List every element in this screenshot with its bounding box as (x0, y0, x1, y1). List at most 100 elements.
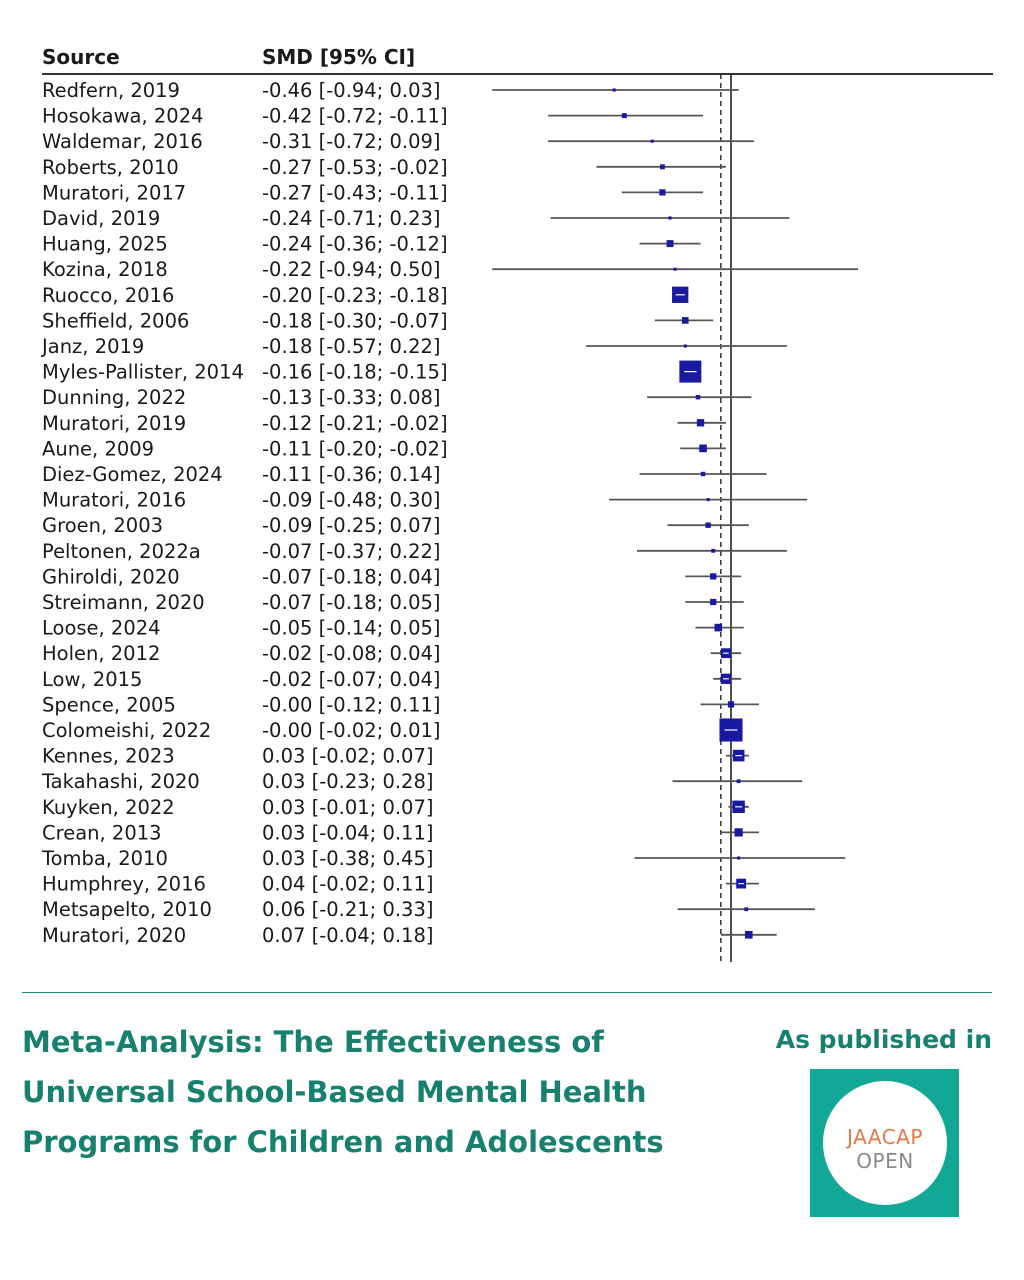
study-source: David, 2019 (42, 207, 160, 230)
study-smd-ci: -0.09 [-0.25; 0.07] (262, 514, 441, 537)
weight-square (706, 498, 710, 502)
study-row: Low, 2015 -0.02 [-0.07; 0.04] (42, 668, 742, 691)
study-smd-ci: -0.07 [-0.18; 0.05] (262, 591, 441, 614)
study-row: Sheffield, 2006 -0.18 [-0.30; -0.07] (42, 309, 714, 332)
study-smd-ci: -0.07 [-0.37; 0.22] (262, 540, 441, 563)
study-source: Metsapelto, 2010 (42, 898, 212, 921)
weight-square (695, 395, 701, 400)
study-source: Colomeishi, 2022 (42, 719, 211, 742)
study-source: Redfern, 2019 (42, 79, 180, 102)
study-row: Muratori, 2017 -0.27 [-0.43; -0.11] (42, 181, 704, 204)
study-source: Myles-Pallister, 2014 (42, 361, 244, 384)
forest-plot: Source SMD [95% CI] Redfern, 2019 -0.46 [… (40, 45, 993, 962)
study-source: Humphrey, 2016 (42, 873, 206, 896)
study-smd-ci: 0.03 [-0.23; 0.28] (262, 770, 433, 793)
study-source: Muratori, 2019 (42, 412, 186, 435)
weight-square (737, 856, 741, 860)
study-source: Muratori, 2016 (42, 489, 186, 512)
study-source: Aune, 2009 (42, 437, 154, 460)
study-row: Metsapelto, 2010 0.06 [-0.21; 0.33] (42, 898, 815, 921)
study-row: Kuyken, 2022 0.03 [-0.01; 0.07] (42, 796, 749, 819)
study-row: Peltonen, 2022a -0.07 [-0.37; 0.22] (42, 540, 787, 563)
study-source: Holen, 2012 (42, 642, 160, 665)
weight-square (705, 522, 711, 528)
study-source: Kozina, 2018 (42, 258, 168, 281)
weight-square (736, 779, 741, 784)
study-row: Humphrey, 2016 0.04 [-0.02; 0.11] (42, 873, 759, 896)
study-smd-ci: -0.09 [-0.48; 0.30] (262, 489, 441, 512)
study-source: Hosokawa, 2024 (42, 105, 204, 128)
study-source: Takahashi, 2020 (41, 770, 200, 793)
weight-square (710, 573, 717, 580)
weight-square (673, 267, 677, 271)
title-line: Meta-Analysis: The Effectiveness of (22, 1025, 604, 1059)
weight-square (650, 139, 654, 143)
study-smd-ci: -0.02 [-0.07; 0.04] (262, 668, 441, 691)
study-source: Kuyken, 2022 (42, 796, 175, 819)
header-source: Source (42, 45, 120, 69)
logo-text-jaacap: JAACAP (847, 1125, 923, 1149)
study-smd-ci: -0.20 [-0.23; -0.18] (262, 284, 448, 307)
study-smd-ci: 0.03 [-0.01; 0.07] (262, 796, 433, 819)
study-source: Ghiroldi, 2020 (42, 565, 180, 588)
study-smd-ci: -0.00 [-0.12; 0.11] (262, 693, 441, 716)
study-smd-ci: -0.18 [-0.30; -0.07] (262, 309, 448, 332)
study-smd-ci: -0.24 [-0.36; -0.12] (262, 233, 448, 256)
study-source: Kennes, 2023 (42, 745, 175, 768)
weight-square (710, 598, 717, 606)
study-smd-ci: 0.04 [-0.02; 0.11] (262, 873, 433, 896)
study-row: Aune, 2009 -0.11 [-0.20; -0.02] (42, 437, 726, 460)
study-row: Redfern, 2019 -0.46 [-0.94; 0.03] (42, 79, 739, 102)
study-smd-ci: -0.22 [-0.94; 0.50] (262, 258, 441, 281)
study-source: Muratori, 2017 (42, 181, 186, 204)
jaacap-open-logo: JAACAP OPEN (810, 1069, 959, 1217)
weight-square (744, 930, 753, 939)
weight-square (700, 471, 706, 477)
study-row: Waldemar, 2016 -0.31 [-0.72; 0.09] (42, 130, 754, 153)
weight-square (714, 623, 723, 632)
study-smd-ci: -0.27 [-0.43; -0.11] (262, 181, 448, 204)
study-source: Tomba, 2010 (41, 847, 168, 870)
weight-square (612, 88, 616, 92)
study-source: Janz, 2019 (40, 335, 144, 358)
study-row: Takahashi, 2020 0.03 [-0.23; 0.28] (41, 770, 803, 793)
study-row: David, 2019 -0.24 [-0.71; 0.23] (42, 207, 790, 230)
study-row: Diez-Gomez, 2024 -0.11 [-0.36; 0.14] (42, 463, 767, 486)
study-source: Crean, 2013 (42, 821, 162, 844)
study-row: Colomeishi, 2022 -0.00 [-0.02; 0.01] (42, 718, 743, 742)
study-source: Low, 2015 (42, 668, 142, 691)
study-smd-ci: -0.31 [-0.72; 0.09] (262, 130, 441, 153)
study-row: Muratori, 2020 0.07 [-0.04; 0.18] (42, 924, 777, 947)
study-row: Crean, 2013 0.03 [-0.04; 0.11] (42, 821, 759, 844)
weight-square (696, 419, 705, 427)
study-row: Kozina, 2018 -0.22 [-0.94; 0.50] (42, 258, 858, 281)
study-source: Waldemar, 2016 (42, 130, 203, 153)
logo-circle: JAACAP OPEN (823, 1081, 947, 1205)
study-row: Tomba, 2010 0.03 [-0.38; 0.45] (41, 847, 846, 870)
study-row: Ruocco, 2016 -0.20 [-0.23; -0.18] (42, 284, 689, 307)
study-smd-ci: -0.12 [-0.21; -0.02] (262, 412, 448, 435)
study-source: Loose, 2024 (42, 617, 161, 640)
weight-square (681, 317, 689, 324)
study-source: Diez-Gomez, 2024 (42, 463, 223, 486)
study-smd-ci: -0.11 [-0.36; 0.14] (262, 463, 441, 486)
study-row: Muratori, 2019 -0.12 [-0.21; -0.02] (42, 412, 726, 435)
study-source: Spence, 2005 (42, 693, 176, 716)
study-source: Peltonen, 2022a (42, 540, 201, 563)
study-smd-ci: 0.03 [-0.38; 0.45] (262, 847, 433, 870)
title-line: Programs for Children and Adolescents (22, 1125, 664, 1159)
study-smd-ci: -0.42 [-0.72; -0.11] (262, 105, 448, 128)
study-row: Groen, 2003 -0.09 [-0.25; 0.07] (42, 514, 749, 537)
study-row: Dunning, 2022 -0.13 [-0.33; 0.08] (42, 386, 752, 409)
study-source: Huang, 2025 (42, 233, 168, 256)
weight-square (683, 344, 687, 348)
study-smd-ci: -0.24 [-0.71; 0.23] (262, 207, 441, 230)
title-line: Universal School-Based Mental Health (22, 1075, 647, 1109)
published-in-label: As published in (775, 1025, 992, 1054)
study-row: Huang, 2025 -0.24 [-0.36; -0.12] (42, 233, 701, 256)
weight-square (666, 240, 674, 248)
study-smd-ci: 0.07 [-0.04; 0.18] (262, 924, 433, 947)
study-source: Dunning, 2022 (42, 386, 186, 409)
study-smd-ci: -0.13 [-0.33; 0.08] (262, 386, 441, 409)
section-divider (22, 992, 992, 993)
